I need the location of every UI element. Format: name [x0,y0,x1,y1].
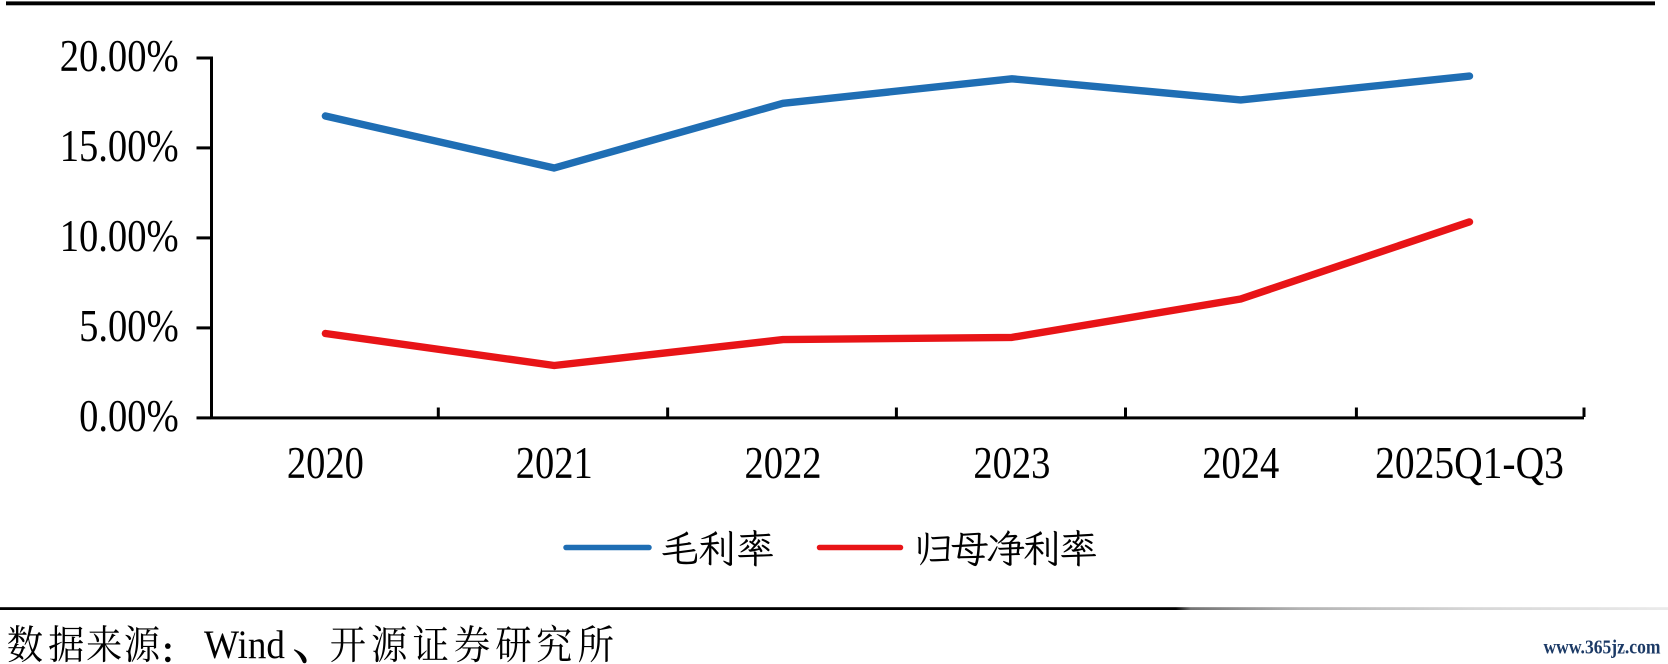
svg-text:2021: 2021 [516,438,593,488]
svg-text:15.00%: 15.00% [60,121,179,171]
svg-text:10.00%: 10.00% [60,211,179,261]
svg-text:2024: 2024 [1202,438,1279,488]
svg-text:www.365jz.com: www.365jz.com [1544,637,1661,659]
svg-text:2022: 2022 [745,438,822,488]
svg-text:2023: 2023 [973,438,1050,488]
svg-text:2020: 2020 [287,438,364,488]
svg-text:5.00%: 5.00% [79,301,179,351]
svg-text:Wind: Wind [204,622,285,664]
svg-text:0.00%: 0.00% [79,391,179,441]
svg-text:2025Q1-Q3: 2025Q1-Q3 [1375,438,1564,488]
svg-text:20.00%: 20.00% [60,31,179,81]
